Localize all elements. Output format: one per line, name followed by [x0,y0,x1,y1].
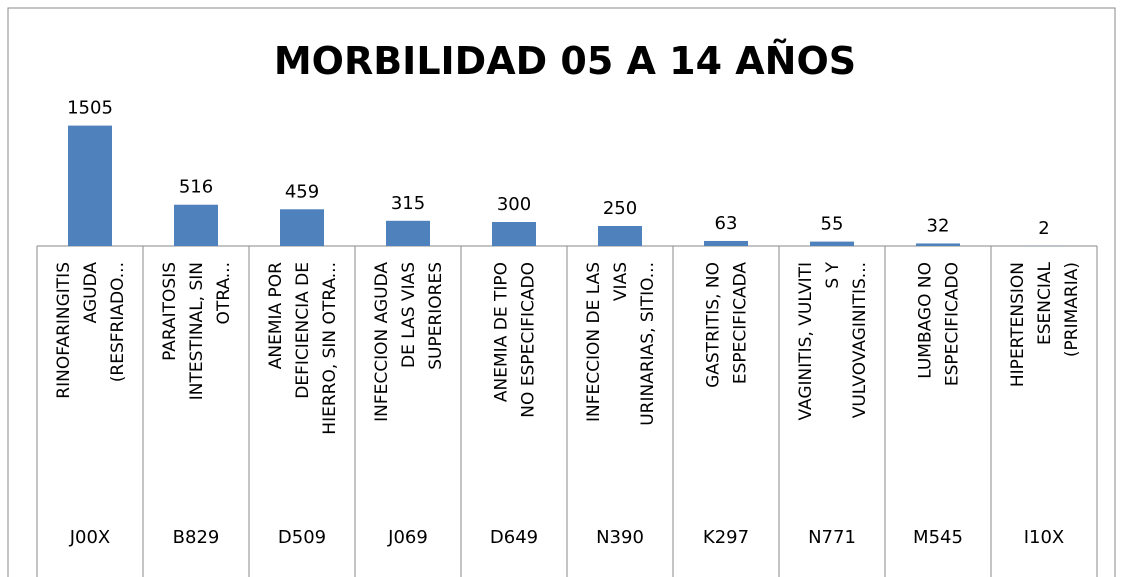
bar [280,209,324,246]
bar [704,240,748,246]
value-label: 459 [285,181,319,202]
category-description: URINARIAS, SITIO... [638,262,658,426]
value-label: 250 [603,198,637,219]
value-label: 55 [821,214,844,235]
category-description: OTRA... [214,262,234,324]
bar [68,125,112,246]
category-description: NO ESPECIFICADO [519,262,539,418]
category-description: ESPECIFICADA [731,262,751,384]
value-label: 1505 [67,98,113,119]
value-label: 300 [497,194,531,215]
bar [174,204,218,246]
category-description: HIERRO, SIN OTRA... [320,262,340,435]
bar [810,241,854,246]
category-description: LUMBAGO NO [916,262,936,379]
category-description: ESPECIFICADO [943,262,963,386]
value-label: 315 [391,193,425,214]
bar [492,222,536,246]
category-code: B829 [173,527,220,548]
category-code: M545 [913,527,963,548]
category-description: (PRIMARIA) [1062,262,1082,357]
chart-frame [7,7,1116,577]
bar [916,243,960,246]
category-description: INFECCION DE LAS [584,262,604,422]
category-description: RINOFARINGITIS [54,262,74,399]
category-code: N390 [596,527,644,548]
category-description: INTESTINAL, SIN [187,262,207,400]
value-label: 516 [179,177,213,198]
category-description: DEFICIENCIA DE [293,262,313,399]
value-label: 63 [715,213,738,234]
category-description: ANEMIA POR [266,262,286,369]
category-description: GASTRITIS, NO [704,262,724,388]
category-code: D649 [490,527,538,548]
value-label: 32 [927,215,950,236]
category-description: DE LAS VIAS [399,262,419,368]
category-description: S Y [823,261,843,288]
category-code: D509 [278,527,326,548]
value-label: 2 [1038,218,1049,239]
category-description: AGUDA [81,262,101,324]
category-code: J00X [69,527,111,548]
category-description: PARAITOSIS [160,262,180,361]
category-code: J069 [387,527,428,548]
category-description: VIAS [611,262,631,301]
category-description: ESENCIAL [1035,261,1055,345]
category-description: ANEMIA DE TIPO [492,262,512,402]
category-description: SUPERIORES [426,262,446,370]
category-code: K297 [703,527,749,548]
bar [386,220,430,246]
chart-title: MORBILIDAD 05 A 14 AÑOS [274,39,856,83]
category-description: (RESFRIADO... [108,262,128,382]
category-code: N771 [808,527,856,548]
category-code: I10X [1024,527,1065,548]
category-description: VULVOVAGINITIS... [850,262,870,418]
category-description: INFECCION AGUDA [372,262,392,422]
bar [598,226,642,246]
category-description: VAGINITIS, VULVITI [796,262,816,421]
category-description: HIPERTENSION [1008,262,1028,387]
